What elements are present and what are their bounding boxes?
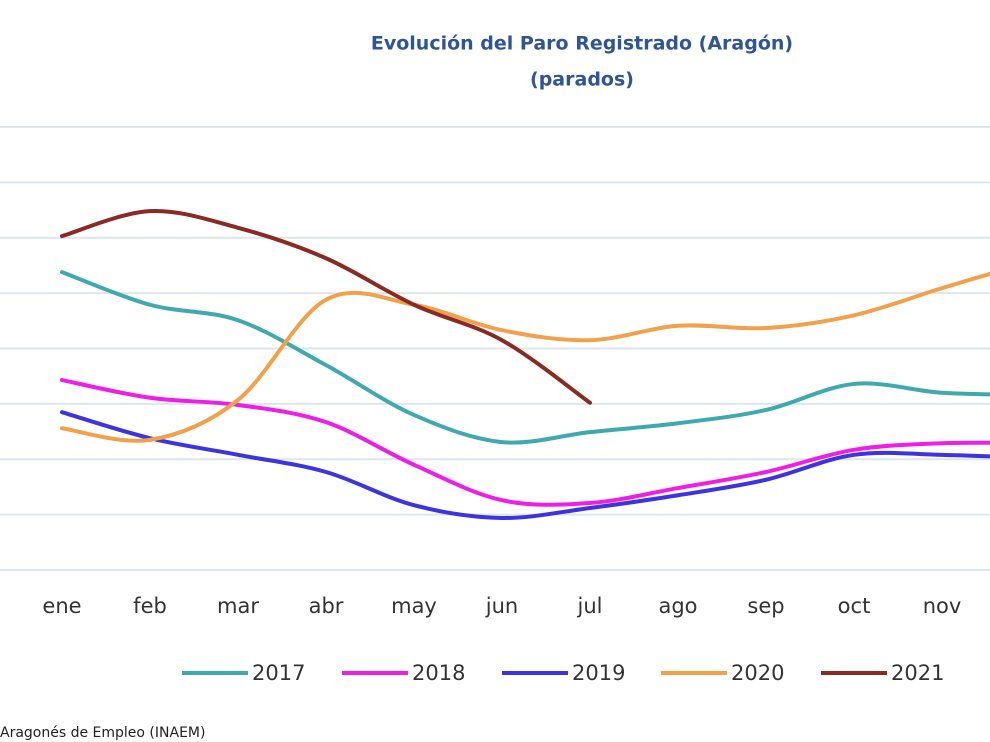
x-tick-label: sep — [747, 594, 784, 618]
x-tick-label: feb — [133, 594, 167, 618]
x-tick-label: mar — [217, 594, 259, 618]
line-series — [60, 410, 990, 520]
legend-label: 2020 — [731, 661, 784, 685]
x-tick-label: ago — [658, 594, 697, 618]
x-tick-label: jul — [577, 594, 603, 618]
line-series — [60, 270, 990, 445]
x-tick-label: may — [391, 594, 437, 618]
chart-subtitle: (parados) — [530, 69, 634, 91]
line-series — [60, 209, 592, 405]
x-tick-label: oct — [838, 594, 871, 618]
x-tick-label: abr — [309, 594, 344, 618]
source: Aragonés de Empleo (INAEM) — [0, 725, 205, 741]
legend-label: 2018 — [412, 661, 465, 685]
x-tick-label: nov — [923, 594, 962, 618]
legend-label: 2021 — [891, 661, 944, 685]
chart-title: Evolución del Paro Registrado (Aragón) — [371, 33, 793, 55]
x-tick-label: jun — [485, 594, 518, 618]
line-series — [60, 378, 990, 507]
x-tick-label: ene — [42, 594, 81, 618]
legend-label: 2019 — [572, 661, 625, 685]
line-series — [60, 271, 990, 443]
legend-label: 2017 — [252, 661, 305, 685]
